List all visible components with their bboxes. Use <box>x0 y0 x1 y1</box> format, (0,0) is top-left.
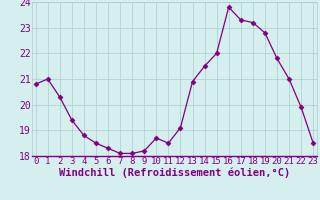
X-axis label: Windchill (Refroidissement éolien,°C): Windchill (Refroidissement éolien,°C) <box>59 168 290 178</box>
